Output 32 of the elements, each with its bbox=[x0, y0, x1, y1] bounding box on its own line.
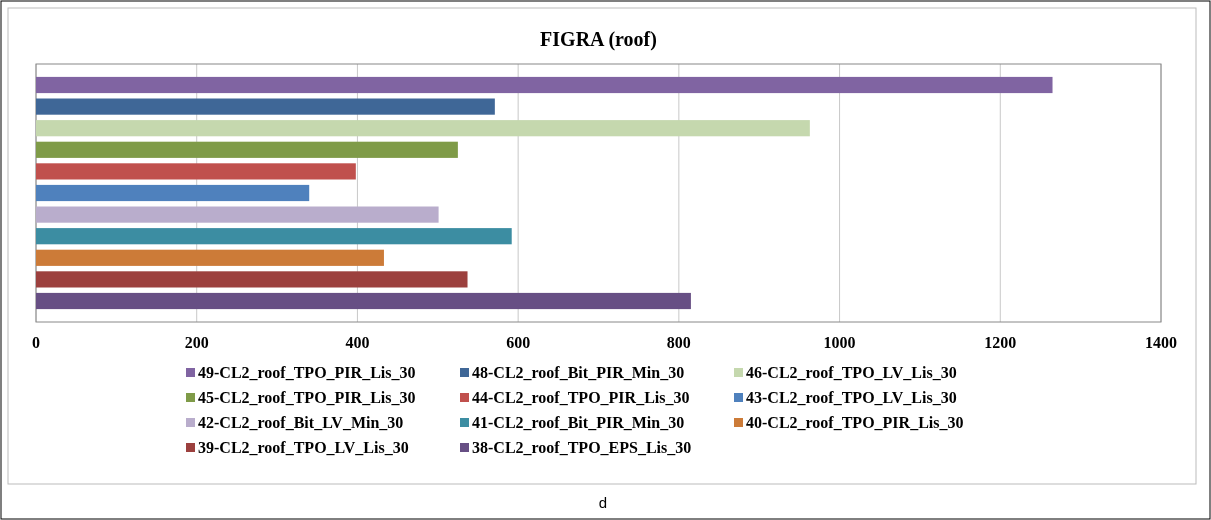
bar bbox=[36, 228, 512, 245]
bar bbox=[36, 141, 458, 158]
bar bbox=[36, 184, 310, 202]
x-tick-label: 400 bbox=[345, 334, 370, 351]
x-tick-label: 600 bbox=[506, 334, 531, 351]
bar bbox=[36, 98, 495, 115]
legend-label: 39-CL2_roof_TPO_LV_Lis_30 bbox=[198, 439, 409, 456]
bar bbox=[36, 120, 810, 137]
x-tick-label: 1400 bbox=[1145, 334, 1177, 351]
legend-label: 49-CL2_roof_TPO_PIR_Lis_30 bbox=[198, 364, 416, 381]
bar bbox=[36, 249, 384, 266]
x-tick-label: 0 bbox=[32, 334, 40, 351]
x-tick-label: 1000 bbox=[823, 334, 856, 351]
legend-label: 46-CL2_roof_TPO_LV_Lis_30 bbox=[746, 364, 957, 381]
text: d bbox=[598, 494, 608, 511]
x-tick-label: 200 bbox=[184, 334, 209, 351]
legend-label: 44-CL2_roof_TPO_PIR_Lis_30 bbox=[472, 389, 690, 406]
legend-label: 45-CL2_roof_TPO_PIR_Lis_30 bbox=[198, 389, 416, 406]
legend-label: 48-CL2_roof_Bit_PIR_Min_30 bbox=[472, 364, 685, 381]
x-tick-label: 800 bbox=[666, 334, 691, 351]
legend-label: 42-CL2_roof_Bit_LV_Min_30 bbox=[198, 414, 404, 431]
bar bbox=[36, 76, 1053, 94]
legend-label: 38-CL2_roof_TPO_EPS_Lis_30 bbox=[472, 439, 692, 456]
bar bbox=[36, 292, 691, 310]
bar bbox=[36, 163, 356, 180]
bar bbox=[36, 206, 439, 223]
x-tick-label: 1200 bbox=[984, 334, 1017, 351]
bar bbox=[36, 271, 468, 288]
chart-title: FIGRA (roof) bbox=[540, 28, 657, 51]
legend-label: 40-CL2_roof_TPO_PIR_Lis_30 bbox=[746, 414, 964, 431]
legend-label: 41-CL2_roof_Bit_PIR_Min_30 bbox=[472, 414, 685, 431]
legend-label: 43-CL2_roof_TPO_LV_Lis_30 bbox=[746, 389, 957, 406]
